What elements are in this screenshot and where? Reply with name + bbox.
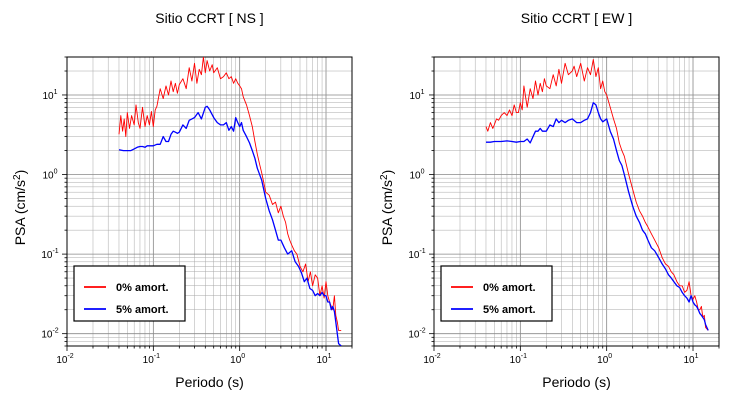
legend-label: 5% amort. bbox=[483, 304, 536, 316]
legend-label: 0% amort. bbox=[483, 282, 536, 294]
chart-panel-ew: 10-2 10-1 100 101 10-2 10-1 100 101 Sitio CCRT [… bbox=[379, 10, 720, 390]
legend-label: 0% amort. bbox=[116, 282, 169, 294]
x-tick-label: 101 bbox=[683, 353, 698, 366]
legend: 0% amort. 5% amort. bbox=[73, 265, 186, 322]
x-tick-label: 10-1 bbox=[143, 353, 160, 366]
plot-frame bbox=[66, 56, 353, 347]
plot-frame bbox=[433, 56, 720, 347]
y-axis-label: PSA (cm/s2) bbox=[12, 170, 29, 246]
x-tick-label: 100 bbox=[597, 353, 612, 366]
y-tick-label: 100 bbox=[409, 169, 424, 182]
y-tick-label: 10-2 bbox=[41, 328, 58, 341]
tick-marks bbox=[429, 56, 720, 351]
y-tick-label: 10-2 bbox=[408, 328, 425, 341]
series-line-5-amort bbox=[486, 102, 709, 331]
tick-marks bbox=[62, 56, 353, 351]
series-group bbox=[118, 57, 342, 346]
chart-title: Sitio CCRT [ EW ] bbox=[521, 10, 633, 26]
x-axis-label: Periodo (s) bbox=[542, 374, 610, 390]
y-axis-label: PSA (cm/s2) bbox=[379, 170, 396, 246]
x-tick-label: 100 bbox=[230, 353, 245, 366]
y-tick-label: 10-1 bbox=[408, 248, 425, 261]
x-axis-label: Periodo (s) bbox=[175, 374, 243, 390]
y-tick-label: 100 bbox=[42, 169, 57, 182]
x-tick-label: 10-2 bbox=[423, 353, 440, 366]
legend-box bbox=[440, 265, 553, 322]
y-tick-label: 101 bbox=[42, 89, 57, 102]
legend: 0% amort. 5% amort. bbox=[440, 265, 553, 322]
series-group bbox=[485, 58, 709, 331]
y-tick-label: 101 bbox=[409, 89, 424, 102]
x-tick-label: 101 bbox=[316, 353, 331, 366]
series-line-0-amort bbox=[485, 58, 709, 331]
chart-panel-ns: 10-2 10-1 100 101 10-2 10-1 100 101 Sitio CCRT [… bbox=[12, 10, 353, 390]
series-line-0-amort bbox=[118, 57, 342, 331]
series-line-5-amort bbox=[118, 105, 342, 346]
x-tick-label: 10-2 bbox=[56, 353, 73, 366]
legend-label: 5% amort. bbox=[116, 304, 169, 316]
x-tick-label: 10-1 bbox=[510, 353, 527, 366]
legend-box bbox=[73, 265, 186, 322]
chart-title: Sitio CCRT [ NS ] bbox=[155, 10, 263, 26]
y-tick-label: 10-1 bbox=[41, 248, 58, 261]
